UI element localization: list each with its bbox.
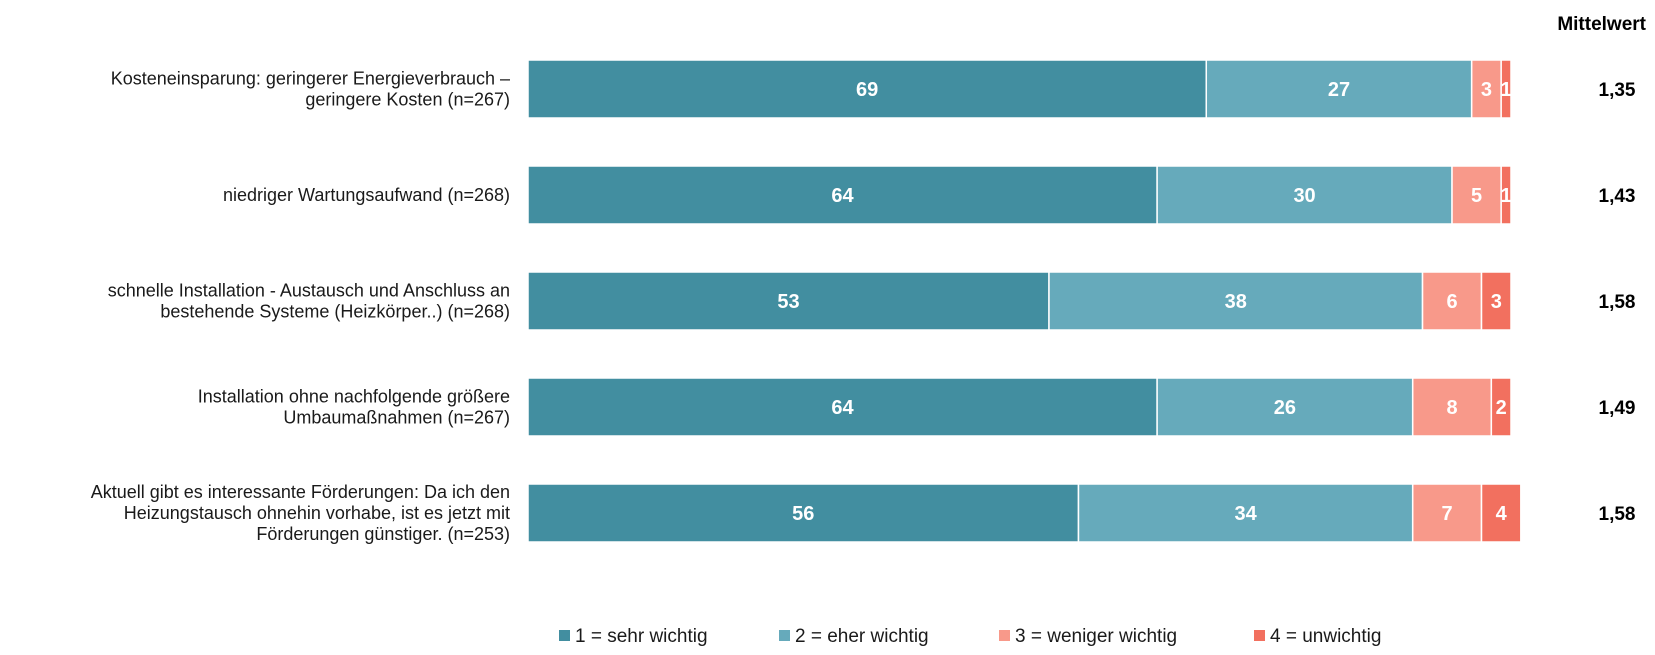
bar-segment (527, 271, 1050, 331)
bar-segment (1411, 483, 1483, 543)
data-label: 8 (1446, 397, 1457, 419)
category-label: Aktuell gibt es interessante Förderungen… (91, 482, 510, 502)
bar-segment (1500, 59, 1512, 119)
data-label: 64 (831, 397, 854, 419)
legend-swatch (999, 630, 1010, 641)
data-label: 38 (1225, 291, 1247, 313)
bar-row: Kosteneinsparung: geringerer Energieverb… (111, 59, 1636, 119)
bar-segment (1048, 271, 1424, 331)
legend-label: 3 = weniger wichtig (1015, 626, 1177, 647)
mean-value: 1,58 (1599, 292, 1636, 313)
category-label: Installation ohne nachfolgende größere (198, 387, 510, 407)
data-label: 26 (1274, 397, 1296, 419)
bar-segment (1480, 271, 1512, 331)
legend-swatch (1254, 630, 1265, 641)
bar-segment (1480, 483, 1522, 543)
legend-label: 2 = eher wichtig (795, 626, 929, 647)
legend-swatch (779, 630, 790, 641)
mean-value: 1,43 (1599, 186, 1636, 207)
bar-segment (527, 377, 1158, 437)
legend-swatch (559, 630, 570, 641)
data-label: 7 (1442, 503, 1453, 525)
data-label: 3 (1491, 291, 1502, 313)
category-label: bestehende Systeme (Heizkörper..) (n=268… (160, 302, 510, 322)
mean-value: 1,58 (1599, 504, 1636, 525)
legend: 1 = sehr wichtig 2 = eher wichtig 3 = weni… (559, 626, 1381, 647)
data-label: 1 (1501, 79, 1512, 101)
data-label: 4 (1496, 503, 1508, 525)
bar-row: Aktuell gibt es interessante Förderungen… (91, 482, 1636, 544)
legend-label: 1 = sehr wichtig (575, 626, 708, 647)
data-label: 34 (1234, 503, 1257, 525)
category-label: Förderungen günstiger. (n=253) (256, 524, 510, 544)
bar-segment (1451, 165, 1502, 225)
data-label: 30 (1293, 185, 1315, 207)
data-label: 6 (1446, 291, 1457, 313)
legend-item: 3 = weniger wichtig (999, 626, 1177, 647)
category-label: Umbaumaßnahmen (n=267) (283, 408, 510, 428)
category-label: niedriger Wartungsaufwand (n=268) (223, 185, 510, 205)
bar-row: niedriger Wartungsaufwand (n=268) 64 30 5 1 1… (223, 165, 1636, 225)
legend-item: 1 = sehr wichtig (559, 626, 708, 647)
data-label: 56 (792, 503, 814, 525)
bar-segment (527, 483, 1080, 543)
bar-segment (1421, 271, 1483, 331)
data-label: 69 (856, 79, 878, 101)
data-label: 53 (777, 291, 799, 313)
chart-rows: Kosteneinsparung: geringerer Energieverb… (91, 59, 1636, 544)
data-label: 3 (1481, 79, 1492, 101)
category-label: schnelle Installation - Austausch und An… (108, 281, 510, 301)
bar-segment (1411, 377, 1493, 437)
category-label: Heizungstausch ohnehin vorhabe, ist es j… (124, 503, 510, 523)
legend-item: 4 = unwichtig (1254, 626, 1381, 647)
data-label: 27 (1328, 79, 1350, 101)
mean-value: 1,49 (1599, 398, 1636, 419)
bar-segment (527, 59, 1208, 119)
data-label: 64 (831, 185, 854, 207)
category-label: geringere Kosten (n=267) (305, 90, 510, 110)
data-label: 5 (1471, 185, 1482, 207)
bar-row: schnelle Installation - Austausch und An… (108, 271, 1636, 331)
bar-segment (1470, 59, 1502, 119)
bar-segment (1077, 483, 1414, 543)
bar-segment (1156, 165, 1453, 225)
bar-row: Installation ohne nachfolgende größereUm… (198, 377, 1636, 437)
mean-value: 1,35 (1599, 80, 1636, 101)
mean-column-header: Mittelwert (1557, 14, 1646, 35)
bar-segment (1490, 377, 1512, 437)
bar-segment (1156, 377, 1414, 437)
data-label: 2 (1496, 397, 1507, 419)
bar-segment (1500, 165, 1512, 225)
category-label: Kosteneinsparung: geringerer Energieverb… (111, 69, 510, 89)
bar-segment (1205, 59, 1473, 119)
legend-item: 2 = eher wichtig (779, 626, 929, 647)
data-label: 1 (1501, 185, 1512, 207)
legend-label: 4 = unwichtig (1270, 626, 1381, 647)
